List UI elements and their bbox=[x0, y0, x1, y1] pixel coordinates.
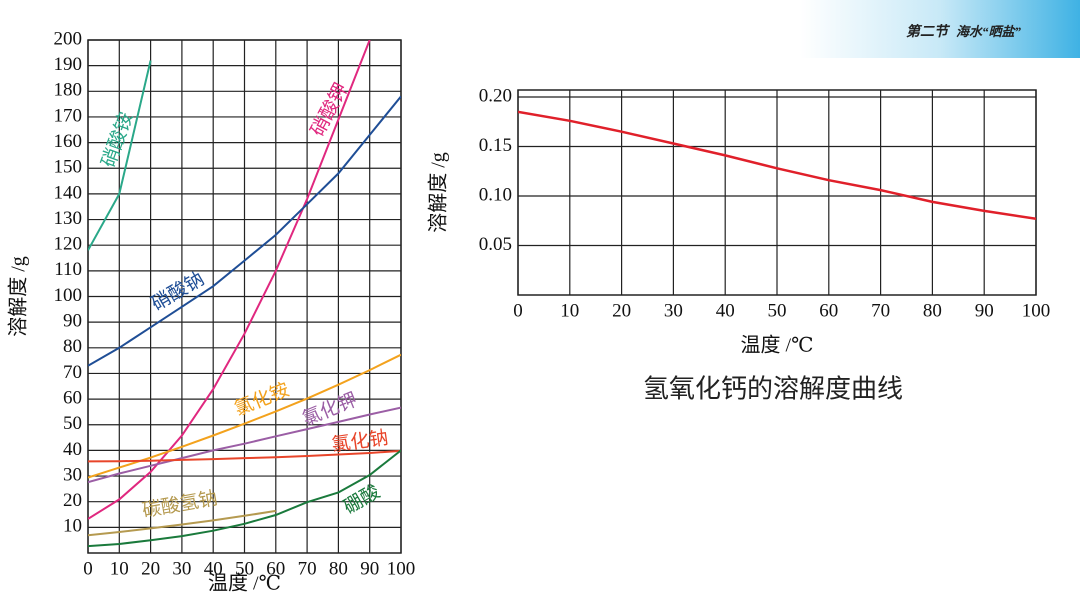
y-tick-label: 200 bbox=[54, 28, 83, 49]
x-tick-label: 100 bbox=[387, 558, 416, 579]
x-tick-label: 80 bbox=[923, 300, 942, 321]
plot-frame bbox=[87, 39, 402, 554]
y-tick-label: 80 bbox=[63, 336, 82, 357]
x-tick-label: 60 bbox=[819, 300, 838, 321]
plot-frame bbox=[517, 89, 1037, 296]
x-tick-label: 70 bbox=[298, 558, 317, 579]
section-topic: 海水“晒盐” bbox=[956, 24, 1022, 39]
series-line bbox=[88, 40, 371, 520]
y-tick-label: 90 bbox=[63, 311, 82, 332]
x-axis-label: 温度 /℃ bbox=[208, 572, 281, 595]
x-tick-label: 10 bbox=[110, 558, 129, 579]
series-label: 硝酸钾 bbox=[306, 79, 352, 140]
y-tick-label: 160 bbox=[54, 131, 83, 152]
x-tick-label: 90 bbox=[975, 300, 994, 321]
y-tick-label: 0.10 bbox=[479, 184, 512, 205]
series-line bbox=[88, 449, 401, 463]
series-label: 硝酸钠 bbox=[148, 268, 208, 316]
y-tick-label: 100 bbox=[54, 285, 83, 306]
series-label: 硼酸 bbox=[340, 481, 384, 519]
y-tick-label: 0.05 bbox=[479, 234, 512, 255]
plot-lines bbox=[88, 40, 401, 548]
x-tick-label: 40 bbox=[204, 558, 223, 579]
x-tick-label: 0 bbox=[83, 558, 93, 579]
y-tick-label: 110 bbox=[54, 259, 82, 280]
chart-title: 氢氧化钙的溶解度曲线 bbox=[643, 375, 903, 405]
x-tick-label: 20 bbox=[141, 558, 160, 579]
x-tick-label: 90 bbox=[360, 558, 379, 579]
y-tick-label: 70 bbox=[63, 362, 82, 383]
y-tick-label: 140 bbox=[54, 182, 83, 203]
x-tick-label: 50 bbox=[235, 558, 254, 579]
x-tick-label: 50 bbox=[768, 300, 787, 321]
y-tick-label: 60 bbox=[63, 387, 82, 408]
series-line bbox=[518, 110, 1036, 221]
y-tick-label: 180 bbox=[54, 80, 83, 101]
y-tick-label: 50 bbox=[63, 413, 82, 434]
y-tick-label: 10 bbox=[63, 516, 82, 537]
y-tick-label: 0.20 bbox=[479, 85, 512, 106]
series-line bbox=[88, 509, 276, 537]
series-line bbox=[88, 449, 401, 548]
x-axis-label: 温度 /℃ bbox=[741, 334, 814, 357]
series-label: 氯化铵 bbox=[231, 379, 292, 421]
series-label: 碳酸氢钠 bbox=[141, 487, 220, 522]
y-axis-label: 溶解度 /g bbox=[7, 256, 30, 337]
y-tick-label: 130 bbox=[54, 208, 83, 229]
y-tick-label: 40 bbox=[63, 439, 82, 460]
y-tick-label: 150 bbox=[54, 157, 83, 178]
y-tick-label: 20 bbox=[63, 490, 82, 511]
x-tick-label: 40 bbox=[716, 300, 735, 321]
series-line bbox=[88, 60, 152, 251]
x-tick-label: 0 bbox=[513, 300, 523, 321]
section-label: 第二节 bbox=[906, 23, 951, 40]
y-tick-label: 170 bbox=[54, 105, 83, 126]
y-tick-label: 0.15 bbox=[479, 135, 512, 156]
x-tick-label: 100 bbox=[1022, 300, 1051, 321]
y-tick-label: 120 bbox=[54, 234, 83, 255]
y-tick-label: 30 bbox=[63, 464, 82, 485]
x-tick-label: 70 bbox=[871, 300, 890, 321]
x-tick-label: 30 bbox=[664, 300, 683, 321]
y-tick-label: 190 bbox=[54, 54, 83, 75]
series-line bbox=[88, 95, 401, 367]
x-tick-label: 10 bbox=[560, 300, 579, 321]
x-tick-label: 20 bbox=[612, 300, 631, 321]
plot-lines bbox=[518, 110, 1036, 221]
header-band bbox=[800, 0, 1080, 58]
x-tick-label: 80 bbox=[329, 558, 348, 579]
x-tick-label: 60 bbox=[266, 558, 285, 579]
x-tick-label: 30 bbox=[172, 558, 191, 579]
y-axis-label: 溶解度 /g bbox=[427, 152, 450, 233]
series-line bbox=[88, 406, 401, 484]
